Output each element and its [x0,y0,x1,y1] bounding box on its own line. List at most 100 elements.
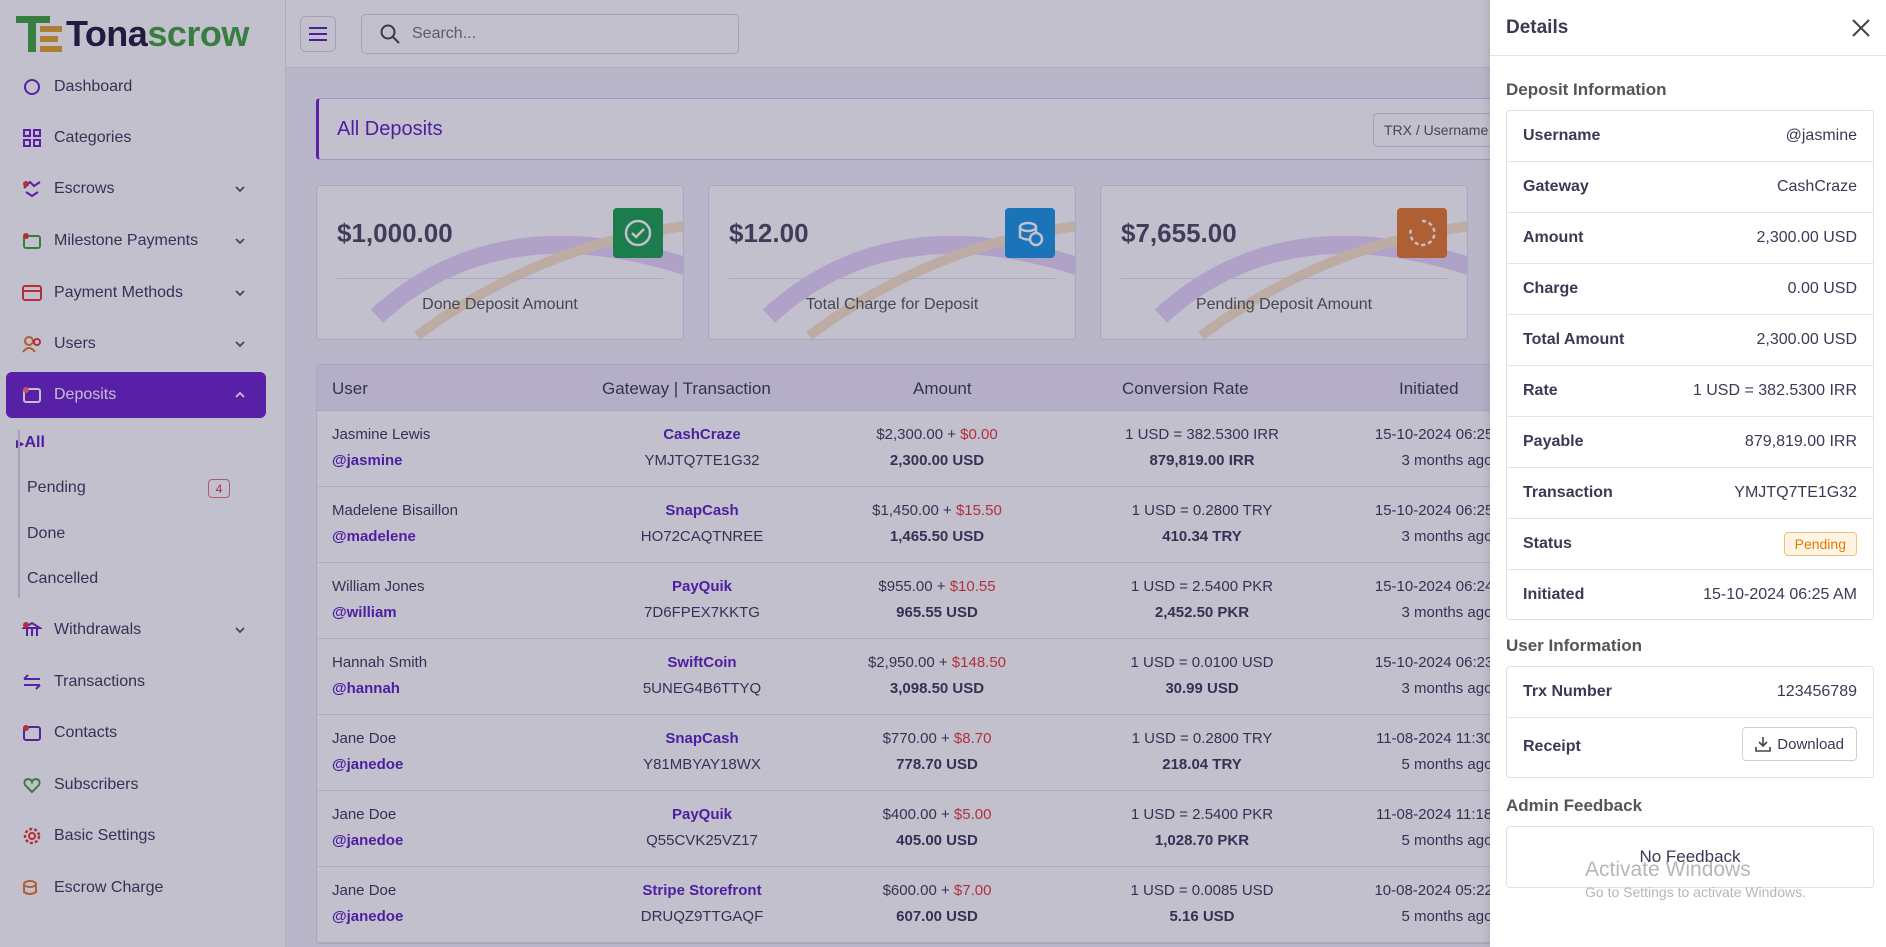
transaction-id: DRUQZ9TTGAQF [640,908,764,925]
trx-search-input[interactable]: TRX / Username [1373,113,1513,147]
table-row[interactable]: Jane Doe @janedoe Stripe Storefront DRUQZ9T… [317,867,1515,943]
info-value: 2,300.00 USD [1756,229,1857,246]
deposit-total: 965.55 USD [896,604,978,621]
table-row[interactable]: Hannah Smith @hannah SwiftCoin 5UNEG4B6TTYQ… [317,639,1515,715]
sidebar-item-users[interactable]: Users [6,321,266,367]
payable-amount: 879,819.00 IRR [1149,452,1255,469]
heart-hand-icon [22,775,42,795]
initiated-ago: 3 months ago [1401,604,1493,621]
page-title: All Deposits [337,118,443,140]
gateway-link[interactable]: CashCraze [663,426,741,443]
deposit-amount: $2,300.00 + [876,426,961,443]
gateway-link[interactable]: PayQuik [671,578,733,595]
info-value: 2,300.00 USD [1756,331,1857,348]
deposit-amount: $1,450.00 + [872,502,956,519]
conversion-rate: 1 USD = 0.0085 USD [1130,882,1274,899]
sidebar-sub-pending[interactable]: Pending [27,479,86,496]
status-badge: Pending [1783,532,1857,556]
user-username-link[interactable]: @janedoe [332,832,404,849]
feedback-text: No Feedback [1639,847,1741,866]
sidebar-item-transactions[interactable]: Transactions [6,659,266,705]
sidebar-item-basic-settings[interactable]: Basic Settings [6,813,266,859]
user-username-link[interactable]: @william [332,604,397,621]
caret-right-icon: ▶ [16,438,25,450]
sidebar-item-subscribers[interactable]: Subscribers [6,762,266,808]
info-row-username: Username @jasmine [1507,111,1873,162]
info-key: Transaction [1523,484,1613,501]
sidebar: Tonascrow Dashboard Categories Escrows M… [0,0,286,947]
credit-card-icon [22,283,42,303]
info-key: Initiated [1523,586,1585,603]
brand-logo[interactable]: Tonascrow [14,12,249,56]
info-row-transaction: Transaction YMJTQ7TE1G32 [1507,468,1873,519]
deposit-charge: $0.00 [960,426,998,443]
logo-mark-icon [14,14,64,54]
info-key: Status [1523,535,1572,552]
chevron-up-icon [235,391,245,398]
initiated-date: 15-10-2024 06:25 AM [1374,426,1516,443]
sidebar-item-escrow-charge[interactable]: Escrow Charge [6,865,266,911]
info-value: 1 USD = 382.5300 IRR [1692,382,1857,399]
user-username-link[interactable]: @jasmine [332,452,403,469]
info-key: Charge [1523,280,1579,297]
user-name: Madelene Bisaillon [332,502,458,519]
column-header-amount: Amount [913,379,972,398]
gateway-link[interactable]: SwiftCoin [667,654,737,671]
sidebar-sub-all[interactable]: ▶All [16,434,45,451]
table-row[interactable]: Jane Doe @janedoe PayQuik Q55CVK25VZ17 $400.… [317,791,1515,867]
initiated-ago: 3 months ago [1401,528,1493,545]
gateway-link[interactable]: SnapCash [665,730,739,747]
sidebar-sub-cancelled[interactable]: Cancelled [27,570,99,587]
table-row[interactable]: William Jones @william PayQuik 7D6FPEX7KKTG… [317,563,1515,639]
user-username-link[interactable]: @hannah [332,680,400,697]
stat-label: Total Charge for Deposit [805,296,979,313]
sidebar-item-payment-methods[interactable]: Payment Methods [6,270,266,316]
bank-icon [22,620,42,640]
sidebar-item-contacts[interactable]: Contacts [6,710,266,756]
table-row[interactable]: Madelene Bisaillon @madelene SnapCash HO72C… [317,487,1515,563]
initiated-ago: 3 months ago [1401,452,1493,469]
sidebar-item-milestone-payments[interactable]: Milestone Payments [6,218,266,264]
hamburger-icon [309,27,327,41]
stat-amount: $1,000.00 [337,218,453,248]
transaction-id: 7D6FPEX7KKTG [644,604,760,621]
modal-backdrop[interactable] [0,0,1490,947]
deposit-amount: $770.00 + [882,730,954,747]
deposit-total: 778.70 USD [896,756,978,773]
sidebar-item-escrows[interactable]: Escrows [6,166,266,212]
info-row-total-amount: Total Amount 2,300.00 USD [1507,315,1873,366]
deposit-charge: $7.00 [953,882,992,899]
gateway-link[interactable]: Stripe Storefront [642,882,762,899]
chevron-down-icon [235,290,245,297]
deposit-total: 3,098.50 USD [889,680,985,697]
menu-toggle-button[interactable] [300,16,336,52]
sidebar-item-categories[interactable]: Categories [6,115,266,161]
sidebar-sub-done[interactable]: Done [27,525,66,542]
initiated-date: 10-08-2024 05:22 PM [1374,882,1516,899]
page-header: All Deposits TRX / Username [316,98,1516,160]
check-circle-icon [613,208,663,258]
conversion-rate: 1 USD = 0.2800 TRY [1131,730,1273,747]
info-row-status: Status Pending [1507,519,1873,570]
deposit-total: 1,465.50 USD [889,528,985,545]
gateway-link[interactable]: PayQuik [671,806,733,823]
user-username-link[interactable]: @madelene [332,528,416,545]
gateway-link[interactable]: SnapCash [665,502,739,519]
transaction-id: Q55CVK25VZ17 [646,832,758,849]
table-row[interactable]: Jasmine Lewis @jasmine CashCraze YMJTQ7TE1G… [317,411,1515,487]
admin-feedback-card: No Feedback [1506,826,1874,888]
download-button[interactable]: Download [1742,727,1857,761]
sidebar-item-deposits[interactable]: Deposits [6,372,266,418]
deposit-charge: $15.50 [955,502,1002,519]
sidebar-item-dashboard[interactable]: Dashboard [6,64,266,110]
search-input[interactable] [412,25,712,43]
chevron-down-icon [235,627,245,634]
user-username-link[interactable]: @janedoe [332,756,404,773]
coins-icon [22,878,42,898]
user-username-link[interactable]: @janedoe [332,908,404,925]
info-value: 0.00 USD [1787,280,1857,297]
stat-amount: $12.00 [729,218,809,248]
close-icon[interactable] [1850,17,1872,39]
sidebar-item-withdrawals[interactable]: Withdrawals [6,607,266,653]
table-row[interactable]: Jane Doe @janedoe SnapCash Y81MBYAY18WX $770… [317,715,1515,791]
